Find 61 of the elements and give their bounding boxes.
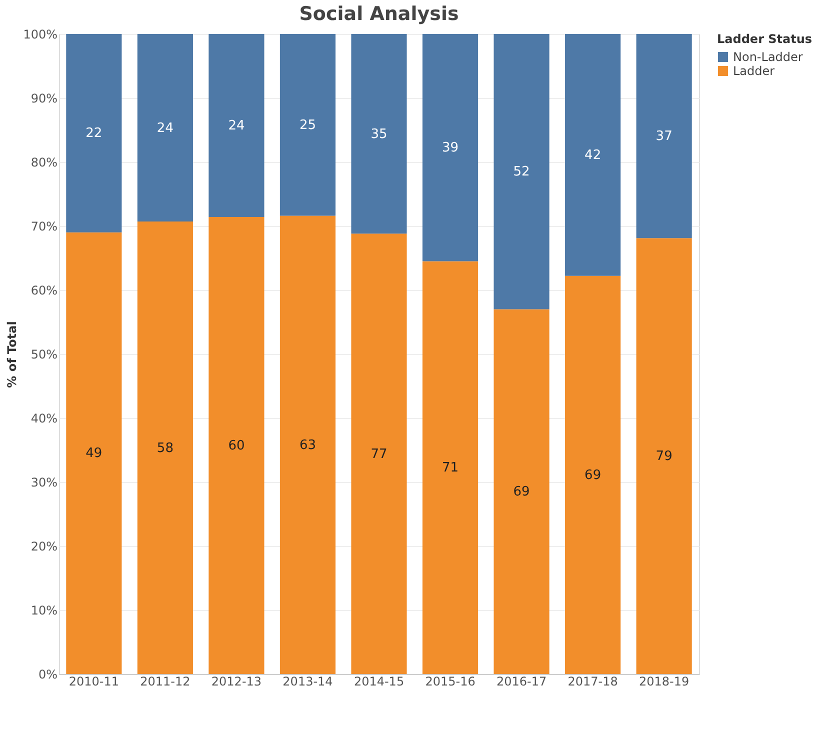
bar	[636, 34, 692, 238]
bar	[137, 222, 193, 674]
annotation: 42	[584, 148, 602, 163]
annotation: 22	[86, 126, 102, 142]
y-tick-label: 50%	[30, 348, 58, 362]
annotation: 71	[442, 460, 459, 476]
y-axis-title: % of Total	[5, 321, 20, 388]
y-tick-label: 20%	[30, 540, 58, 554]
annotation: 39	[442, 140, 459, 156]
bar	[351, 234, 407, 674]
y-tick-label: 0%	[38, 668, 58, 682]
bar	[565, 276, 621, 674]
bar	[280, 216, 336, 674]
y-tick-label: 30%	[30, 476, 58, 490]
y-tick-label: 60%	[30, 284, 58, 298]
annotation: 25	[299, 118, 316, 133]
annotation: 24	[228, 118, 245, 134]
bar	[280, 34, 336, 216]
x-tick-label: 2012-13	[211, 674, 262, 688]
x-tick-label: 2014-15	[354, 674, 404, 688]
annotation: 49	[86, 446, 102, 462]
x-tick-label: 2015-16	[425, 674, 476, 688]
annotation: 24	[156, 120, 174, 136]
annotation: 52	[513, 164, 530, 180]
x-tick-label: 2011-12	[140, 674, 190, 688]
y-tick-label: 90%	[30, 92, 58, 106]
bar	[66, 34, 122, 232]
annotation: 63	[299, 438, 316, 453]
legend-label: Ladder	[733, 64, 775, 78]
bar	[494, 34, 550, 310]
annotation: 35	[370, 126, 388, 142]
y-tick-label: 80%	[30, 156, 58, 170]
annotation: 37	[656, 129, 672, 144]
y-tick-label: 40%	[30, 412, 58, 426]
bar	[494, 309, 550, 674]
x-tick-label: 2010-11	[68, 674, 119, 688]
bar	[137, 34, 193, 222]
annotation: 69	[513, 484, 530, 500]
annotation: 60	[228, 438, 245, 454]
bar	[208, 34, 264, 218]
y-tick-label: 10%	[30, 604, 58, 618]
x-tick-label: 2013-14	[282, 674, 333, 688]
annotation: 79	[656, 449, 672, 464]
bar	[565, 34, 621, 276]
x-tick-label: 2016-17	[496, 674, 547, 688]
x-tick-label: 2018-19	[639, 674, 690, 688]
annotation: 58	[156, 440, 174, 456]
bar	[422, 261, 478, 674]
annotation: 69	[584, 468, 602, 483]
x-tick-label: 2017-18	[568, 674, 618, 688]
bar	[422, 34, 478, 262]
bar	[636, 238, 692, 674]
bar	[66, 232, 122, 674]
bar	[351, 34, 407, 234]
y-tick-label: 100%	[23, 28, 58, 42]
legend-label: Non-Ladder	[733, 50, 803, 64]
y-tick-label: 70%	[30, 220, 58, 234]
bar	[208, 217, 264, 674]
annotation: 77	[370, 446, 388, 462]
chart-title: Social Analysis	[299, 3, 459, 25]
legend-title: Ladder Status	[717, 32, 812, 46]
